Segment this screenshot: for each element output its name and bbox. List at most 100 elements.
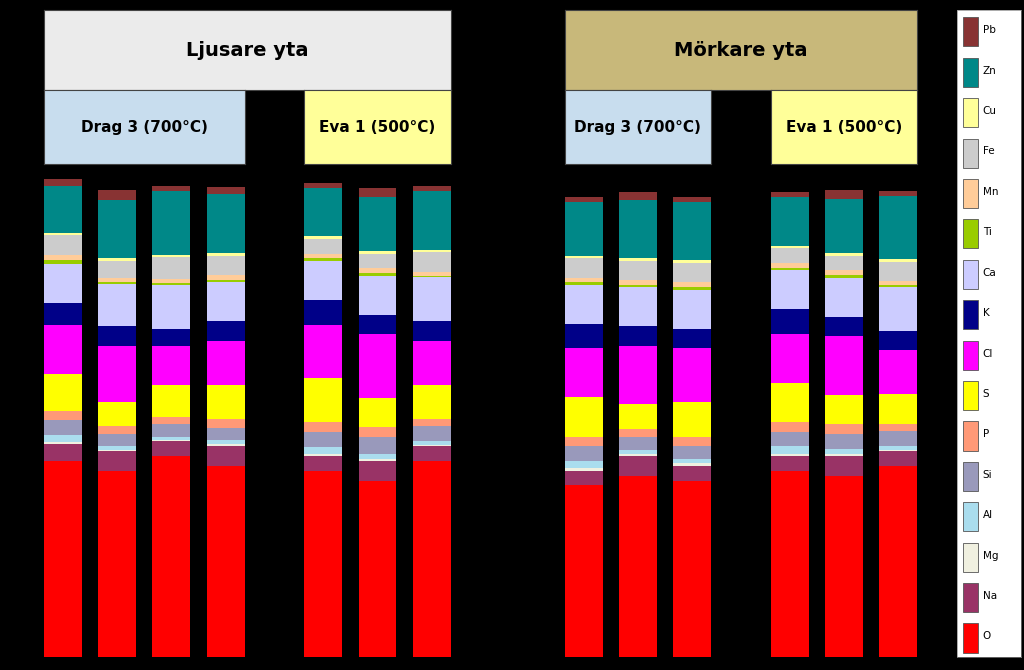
Bar xyxy=(564,471,602,485)
Bar xyxy=(564,446,602,461)
Bar xyxy=(358,334,396,398)
Bar xyxy=(98,326,136,346)
Bar xyxy=(618,454,656,456)
Bar xyxy=(413,461,451,657)
Bar xyxy=(880,285,918,287)
Bar xyxy=(153,437,190,440)
Bar xyxy=(304,454,342,456)
Bar xyxy=(413,445,451,446)
Bar xyxy=(413,275,451,277)
Bar xyxy=(44,461,82,657)
Bar xyxy=(771,446,809,454)
Bar xyxy=(358,251,396,253)
Bar xyxy=(207,255,245,275)
Bar xyxy=(673,283,711,287)
Bar xyxy=(304,188,342,237)
Bar xyxy=(98,278,136,282)
Bar xyxy=(98,471,136,657)
Bar xyxy=(825,275,863,277)
Bar xyxy=(98,402,136,426)
Bar xyxy=(358,188,396,198)
Bar xyxy=(304,261,342,300)
Bar xyxy=(358,253,396,268)
Text: Mn: Mn xyxy=(983,187,998,197)
Bar xyxy=(880,424,918,431)
Bar xyxy=(413,441,451,445)
Bar xyxy=(358,461,396,480)
Bar xyxy=(413,271,451,275)
Bar xyxy=(304,324,342,379)
Bar xyxy=(44,375,82,411)
Bar xyxy=(153,440,190,442)
Bar xyxy=(207,419,245,427)
Bar xyxy=(44,442,82,444)
FancyBboxPatch shape xyxy=(963,624,978,653)
Bar xyxy=(771,454,809,456)
Bar xyxy=(44,255,82,261)
Bar xyxy=(618,261,656,281)
Bar xyxy=(304,447,342,454)
FancyBboxPatch shape xyxy=(963,300,978,329)
Bar xyxy=(564,283,602,285)
Bar xyxy=(98,284,136,326)
Bar xyxy=(618,476,656,657)
Bar xyxy=(771,431,809,446)
Bar xyxy=(771,456,809,471)
Bar xyxy=(358,437,396,454)
Bar xyxy=(207,194,245,253)
Bar xyxy=(358,268,396,273)
Bar xyxy=(618,281,656,285)
Bar xyxy=(825,190,863,199)
Bar xyxy=(564,397,602,437)
Bar xyxy=(771,471,809,657)
Bar xyxy=(98,446,136,450)
Bar xyxy=(825,270,863,275)
FancyBboxPatch shape xyxy=(963,543,978,572)
Text: Al: Al xyxy=(983,510,993,520)
Bar xyxy=(44,179,82,186)
Bar xyxy=(207,253,245,255)
Bar xyxy=(44,444,82,461)
Bar xyxy=(673,348,711,402)
Bar xyxy=(618,456,656,476)
Bar xyxy=(771,422,809,431)
Text: Pb: Pb xyxy=(983,25,995,36)
FancyBboxPatch shape xyxy=(963,583,978,612)
Bar xyxy=(825,253,863,255)
Bar xyxy=(825,454,863,456)
Bar xyxy=(673,437,711,446)
Bar xyxy=(304,183,342,188)
Bar xyxy=(825,199,863,253)
Bar xyxy=(618,259,656,261)
Bar xyxy=(98,261,136,278)
Text: Drag 3 (700°C): Drag 3 (700°C) xyxy=(574,120,701,135)
Text: Mg: Mg xyxy=(983,551,998,561)
Text: Fe: Fe xyxy=(983,147,994,157)
Bar xyxy=(880,196,918,259)
Bar xyxy=(564,277,602,283)
Bar xyxy=(358,454,396,459)
FancyBboxPatch shape xyxy=(963,58,978,87)
Bar xyxy=(413,321,451,340)
Bar xyxy=(673,261,711,263)
Bar xyxy=(304,432,342,447)
Bar xyxy=(825,255,863,270)
Bar xyxy=(153,424,190,437)
Bar xyxy=(413,191,451,250)
FancyBboxPatch shape xyxy=(963,260,978,289)
Bar xyxy=(880,287,918,331)
Text: Cu: Cu xyxy=(983,106,996,116)
FancyBboxPatch shape xyxy=(963,139,978,168)
Bar xyxy=(618,346,656,404)
Bar xyxy=(153,186,190,191)
Bar xyxy=(358,427,396,437)
Bar xyxy=(153,329,190,346)
Bar xyxy=(98,190,136,200)
Bar xyxy=(880,350,918,395)
Bar xyxy=(153,279,190,283)
Bar xyxy=(304,300,342,324)
Bar xyxy=(771,270,809,310)
Bar xyxy=(771,246,809,248)
Bar xyxy=(304,253,342,259)
Bar xyxy=(413,419,451,426)
